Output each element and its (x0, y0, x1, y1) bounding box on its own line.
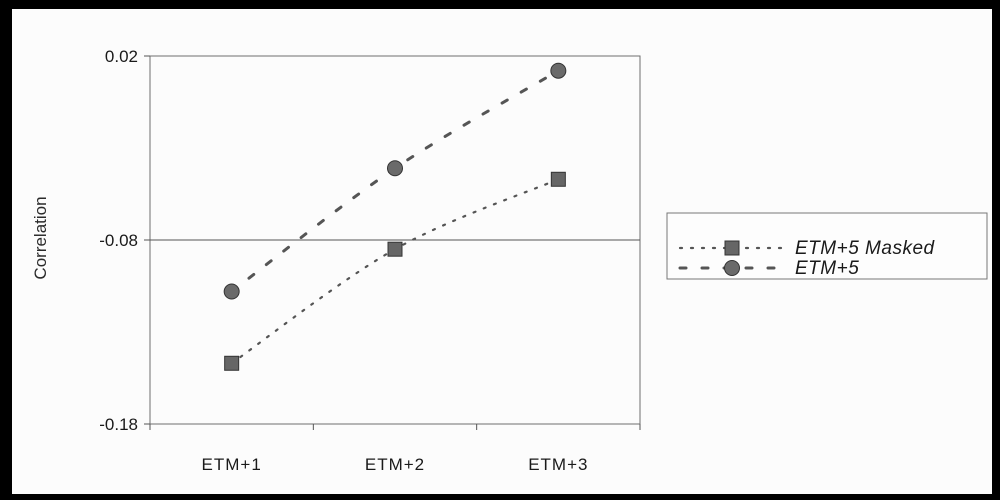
y-axis-ticks (144, 55, 150, 425)
y-tick-label: 0.02 (105, 47, 138, 66)
legend-marker-sample (724, 240, 740, 256)
data-point-etm5 (550, 62, 567, 79)
data-point-etm5 (387, 160, 403, 177)
legend: ETM+5 Masked ETM+5 (666, 212, 988, 280)
y-tick-label: -0.08 (99, 231, 138, 250)
legend-label-etm5: ETM+5 (795, 258, 859, 279)
x-category-label: ETM+3 (528, 455, 588, 474)
series-layer (223, 62, 567, 371)
legend-marker-sample (724, 260, 740, 276)
data-point-etm5 (223, 283, 240, 300)
y-axis-label: Correlation (31, 196, 50, 279)
x-axis-ticks (149, 424, 641, 430)
y-tick-label: -0.18 (99, 415, 138, 434)
x-category-label: ETM+2 (365, 455, 425, 474)
data-point-masked (387, 241, 403, 257)
series-line-masked (230, 178, 560, 365)
legend-sample-etm5 (678, 260, 787, 276)
series-line-etm5 (230, 69, 560, 294)
data-point-masked (224, 355, 240, 371)
legend-label-masked: ETM+5 Masked (795, 238, 936, 259)
x-category-label: ETM+1 (202, 455, 262, 474)
legend-sample-masked (678, 240, 787, 256)
data-point-masked (550, 171, 566, 187)
legend-box (666, 212, 988, 280)
